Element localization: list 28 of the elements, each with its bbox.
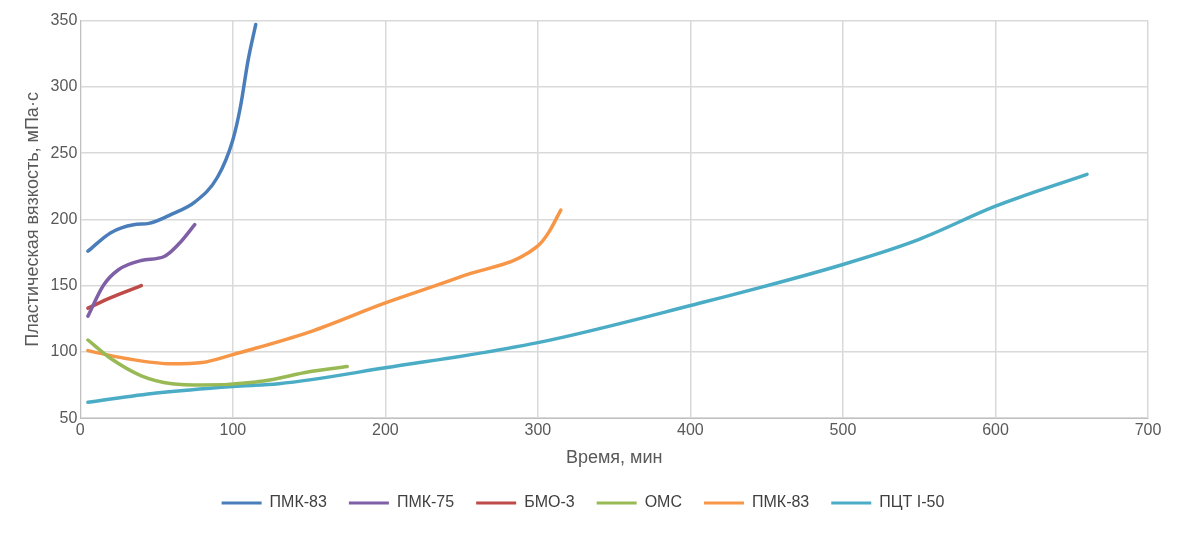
line-series: [86, 172, 1089, 405]
x-tick-label: 0: [75, 421, 85, 439]
x-tick-label: 200: [372, 421, 399, 439]
legend-label: ПМК-83: [751, 493, 810, 511]
line-series: [86, 208, 563, 366]
y-tick-label: 50: [59, 408, 78, 426]
legend-label: БМО-3: [524, 493, 575, 511]
y-tick-label: 300: [50, 77, 78, 95]
x-tick-label: 600: [982, 421, 1009, 439]
x-tick-label: 700: [1134, 421, 1162, 439]
legend-label: ОМС: [644, 493, 682, 511]
legend-label: ПМК-75: [396, 493, 455, 511]
y-tick-label: 100: [50, 342, 78, 360]
legend-label: ПЦТ I-50: [879, 493, 945, 511]
legend-label: ПМК-83: [269, 493, 327, 511]
y-tick-label: 350: [50, 11, 78, 29]
x-tick-label: 300: [524, 421, 552, 439]
x-tick-label: 400: [677, 421, 704, 439]
line-series: [86, 338, 349, 387]
y-tick-label: 150: [50, 276, 78, 294]
line-series: [86, 222, 197, 318]
x-axis-title: Время, мин: [565, 447, 663, 468]
x-tick-label: 500: [829, 421, 857, 439]
line-series: [86, 22, 258, 253]
y-tick-label: 250: [50, 143, 78, 161]
y-tick-label: 200: [50, 209, 78, 227]
y-axis-title: Пластическая вязкость, мПа·с: [21, 92, 42, 347]
x-tick-label: 100: [219, 421, 247, 439]
